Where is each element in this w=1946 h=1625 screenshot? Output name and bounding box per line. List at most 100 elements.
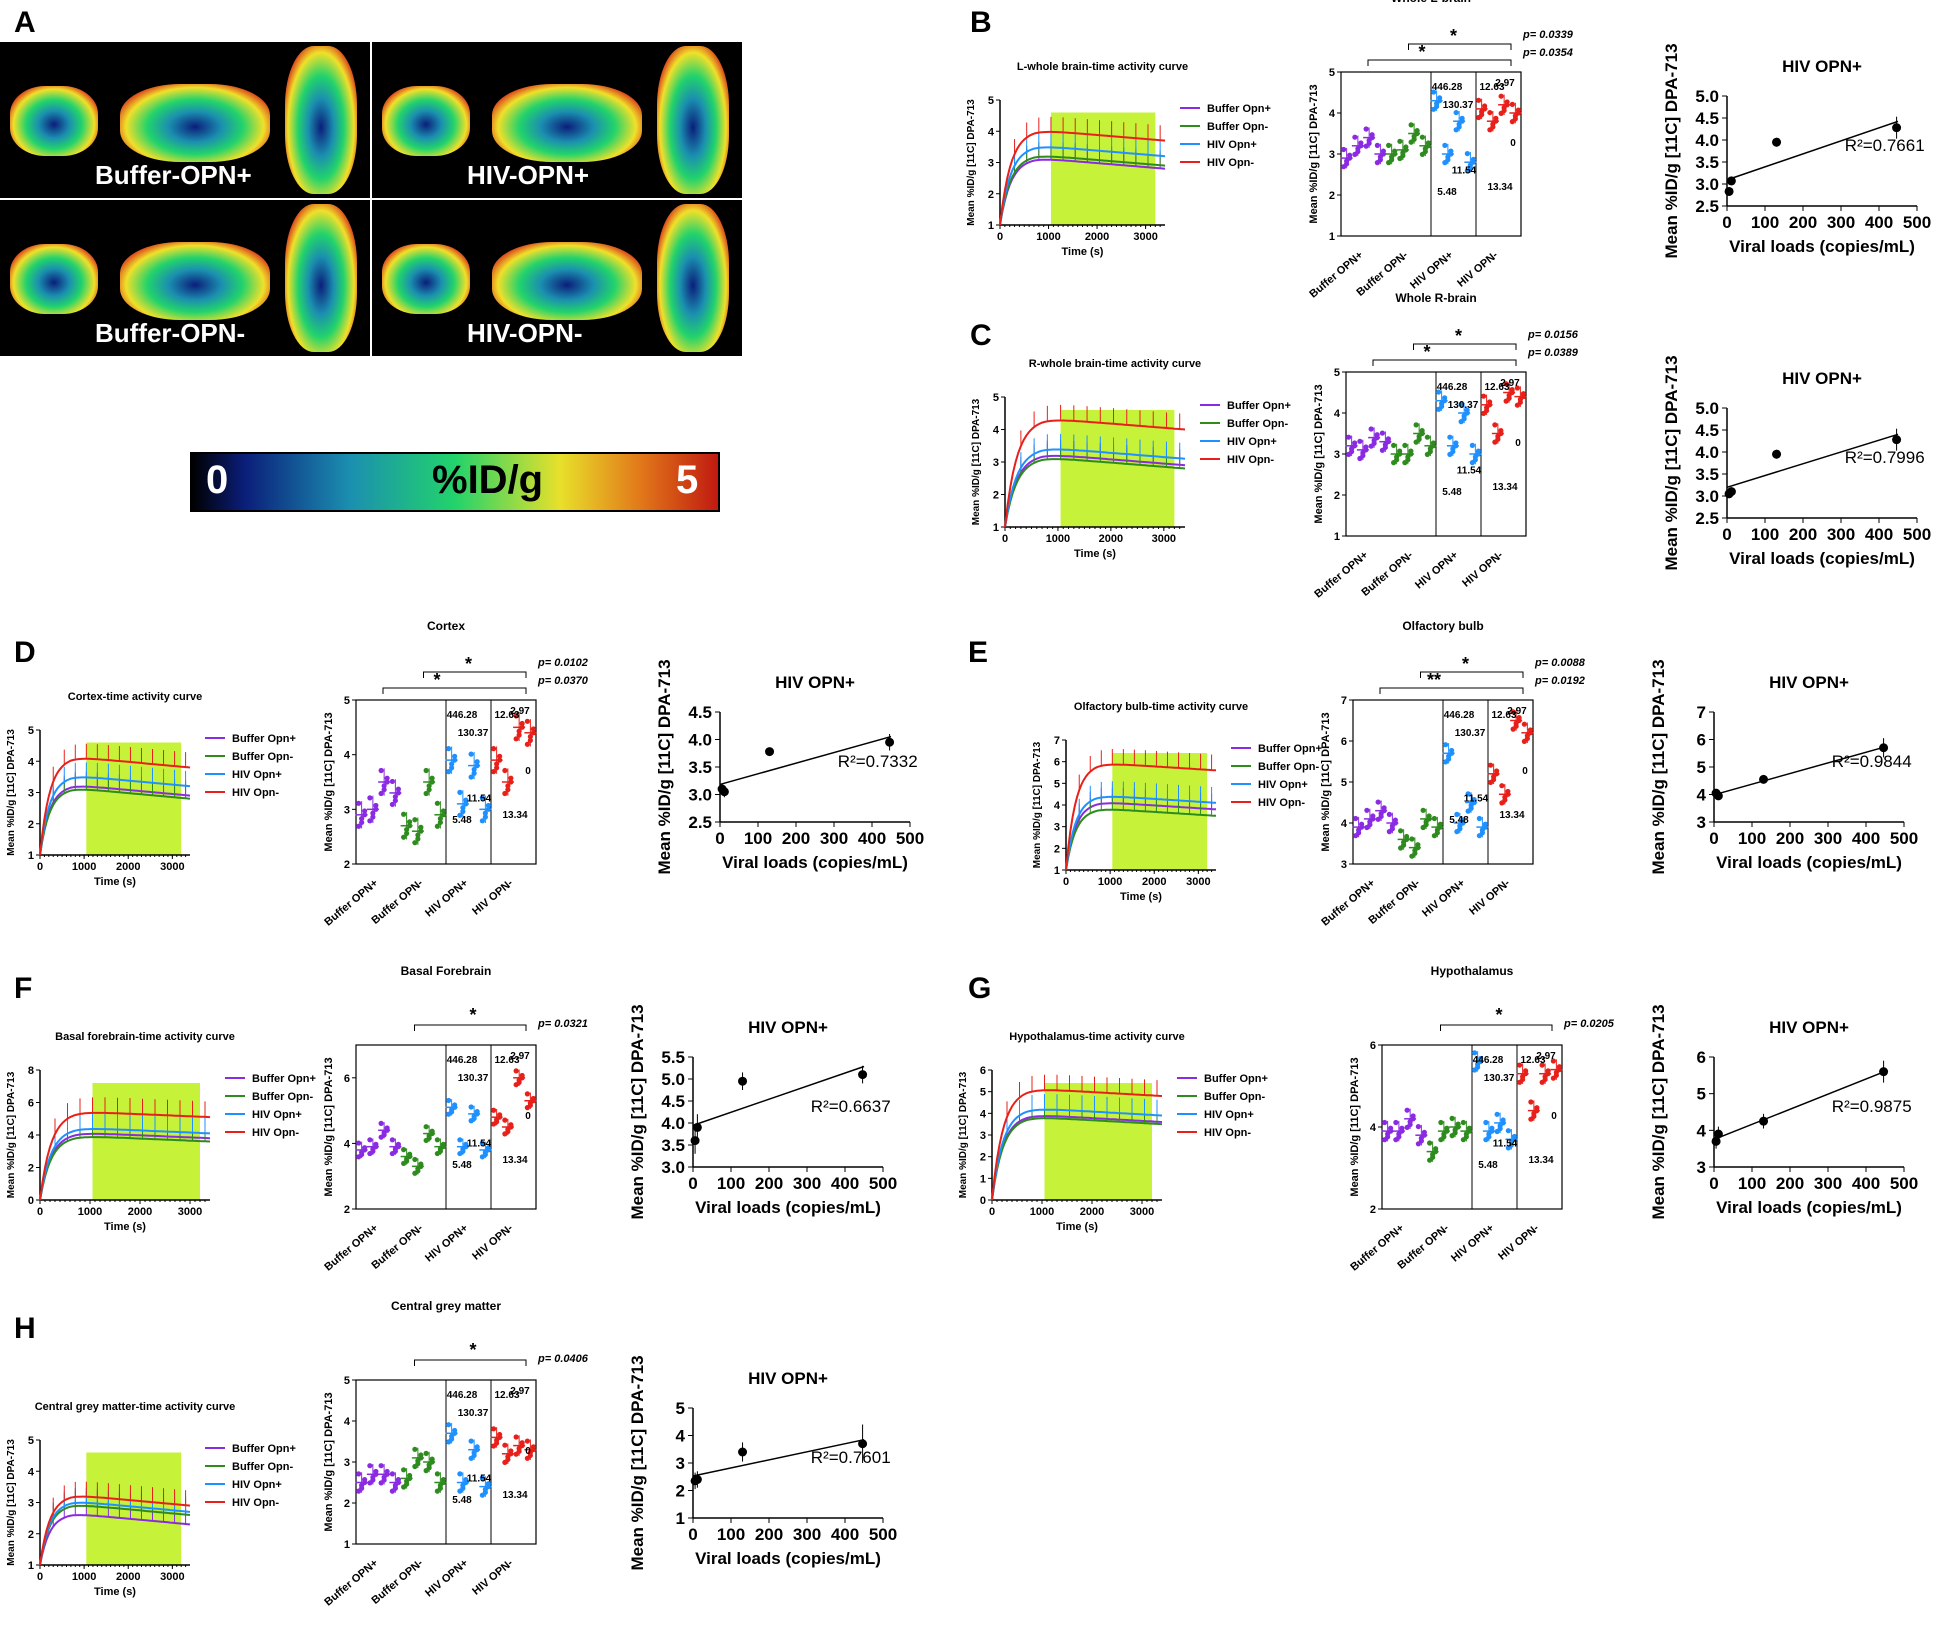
viral-load-label: 130.37 <box>1443 100 1474 111</box>
legend-label: Buffer Opn- <box>1227 418 1288 430</box>
y-tick-label: 3 <box>676 1454 685 1473</box>
tac-series-line <box>39 1132 211 1201</box>
y-tick-label: 4 <box>1697 1121 1707 1140</box>
sig-star: * <box>469 1005 476 1025</box>
y-axis-label: Mean %ID/g [11C] DPA-713 <box>1649 659 1668 874</box>
scatter-title: Central grey matter <box>391 1299 501 1313</box>
viral-load-label: 5.48 <box>452 815 472 826</box>
y-tick-label: 4 <box>344 750 351 762</box>
x-tick-label: 3000 <box>1152 533 1176 545</box>
y-axis-label: Mean %ID/g [11C] DPA-713 <box>1649 1004 1668 1219</box>
data-point <box>479 1475 485 1481</box>
viral-load-label: 446.28 <box>1437 382 1468 393</box>
x-tick-label: 200 <box>782 829 810 848</box>
viral-load-label: 12.63 <box>1491 710 1516 721</box>
tac-series-line <box>39 1128 211 1201</box>
group-label: HIV OPN+ <box>1420 877 1467 919</box>
data-point <box>1498 93 1504 99</box>
x-axis-label: Time (s) <box>104 1221 146 1233</box>
tac-series-line <box>999 158 1166 226</box>
viral-load-label: 5.48 <box>1437 187 1457 198</box>
x-tick-label: 0 <box>688 1525 697 1544</box>
data-point <box>362 808 368 814</box>
data-point <box>1458 401 1464 407</box>
data-point <box>1550 1058 1556 1064</box>
data-point <box>1505 1128 1511 1134</box>
x-tick-label: 1000 <box>72 861 96 873</box>
legend-label: HIV Opn- <box>232 1497 279 1509</box>
x-tick-label: 200 <box>1789 525 1817 544</box>
viral-load-label: 130.37 <box>458 728 489 739</box>
sig-star: * <box>1455 326 1462 346</box>
y-tick-label: 2 <box>980 1152 986 1164</box>
viral-load-label: 2.97 <box>510 1386 530 1397</box>
data-point <box>858 1439 868 1449</box>
legend-label: HIV Opn- <box>1227 454 1274 466</box>
y-tick-label: 2 <box>1334 490 1340 502</box>
legend-label: HIV Opn+ <box>232 769 282 781</box>
data-point <box>468 774 474 780</box>
legend-label: HIV Opn- <box>1207 157 1254 169</box>
panel-letter: G <box>968 972 991 1005</box>
viral-load-label: 5.48 <box>1478 1160 1498 1171</box>
x-tick-label: 100 <box>717 1525 745 1544</box>
x-axis-label: Viral loads (copies/mL) <box>722 853 908 872</box>
x-tick-label: 400 <box>1852 829 1880 848</box>
y-tick-label: 1 <box>676 1509 685 1528</box>
data-point <box>1419 134 1425 140</box>
highlight-window <box>1050 112 1156 225</box>
data-point <box>1469 442 1475 448</box>
y-tick-label: 3.0 <box>1695 175 1719 194</box>
viral-load-label: 130.37 <box>1455 728 1486 739</box>
data-point <box>1409 836 1415 842</box>
y-axis-label: Mean %ID/g [11C] DPA-713 <box>1662 355 1681 570</box>
viral-load-label: 13.34 <box>502 810 527 821</box>
viral-load-label: 0 <box>1510 138 1516 149</box>
data-point <box>491 1426 497 1432</box>
x-tick-label: 300 <box>1827 525 1855 544</box>
x-tick-label: 300 <box>793 1174 821 1193</box>
data-point <box>356 1471 362 1477</box>
data-point <box>412 1156 418 1163</box>
y-tick-label: 2 <box>28 1529 34 1541</box>
x-tick-label: 1000 <box>78 1206 102 1218</box>
p-value: p= 0.0102 <box>537 657 588 669</box>
data-point <box>1341 146 1347 153</box>
panel-letter: F <box>14 972 32 1005</box>
data-point <box>356 823 362 829</box>
data-point <box>858 1070 868 1080</box>
scatter-title: Hypothalamus <box>1431 964 1514 978</box>
data-point <box>367 795 373 801</box>
data-point <box>524 718 530 724</box>
y-axis-label: Mean %ID/g [11C] DPA-713 <box>323 712 335 851</box>
legend-label: Buffer Opn+ <box>232 1443 296 1455</box>
data-point <box>1442 142 1448 148</box>
x-tick-label: 0 <box>37 1571 43 1583</box>
y-axis-label: Mean %ID/g [11C] DPA-713 <box>323 1057 335 1196</box>
viral-load-label: 11.54 <box>467 794 492 805</box>
data-point <box>463 797 469 803</box>
data-point <box>378 790 384 797</box>
y-tick-label: 2.5 <box>1695 509 1719 528</box>
pet-slice <box>382 86 470 156</box>
data-point <box>519 720 525 727</box>
x-tick-label: 300 <box>793 1525 821 1544</box>
data-point <box>765 747 775 757</box>
sig-bracket <box>1440 1024 1553 1031</box>
legend-label: Buffer Opn+ <box>1204 1073 1268 1085</box>
y-tick-label: 6 <box>1370 1040 1376 1052</box>
y-axis-label: Mean %ID/g [11C] DPA-713 <box>6 729 17 856</box>
data-point <box>1476 97 1482 103</box>
viral-load-label: 13.34 <box>502 1155 527 1166</box>
data-point <box>479 795 485 801</box>
data-point <box>356 800 362 806</box>
regression-title: HIV OPN+ <box>775 673 855 692</box>
tac-series-line <box>1065 802 1217 871</box>
x-tick-label: 100 <box>1738 1174 1766 1193</box>
viral-load-label: 130.37 <box>1484 1073 1515 1084</box>
sig-star: * <box>1462 654 1469 674</box>
r-squared: R²=0.9844 <box>1832 752 1912 771</box>
y-tick-label: 6 <box>1697 731 1706 750</box>
y-tick-label: 7 <box>1341 695 1347 707</box>
data-point <box>690 1136 700 1146</box>
